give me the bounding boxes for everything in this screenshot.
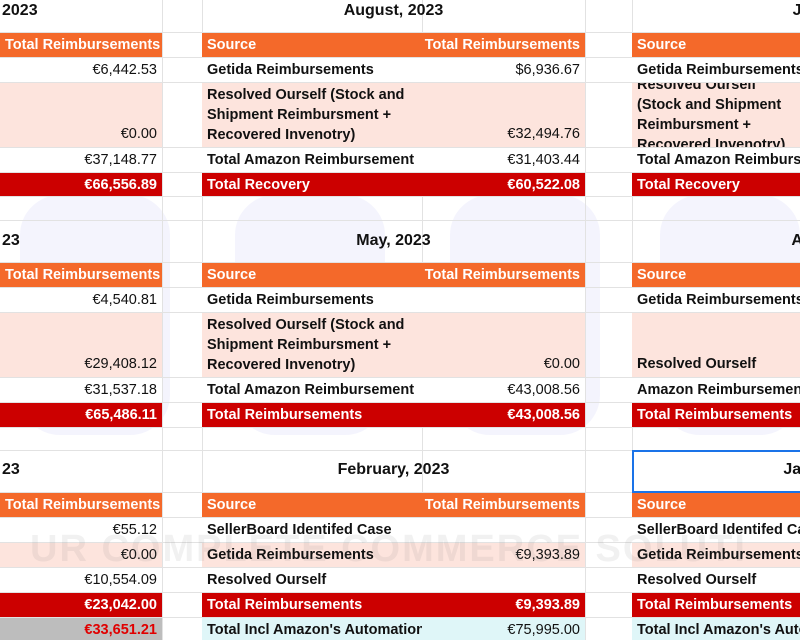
source-cell[interactable]: Amazon Reimbursement xyxy=(632,378,800,402)
source-column-header: Source xyxy=(202,33,422,57)
source-cell[interactable]: SellerBoard Identifed Case xyxy=(632,518,800,542)
source-cell[interactable]: Total Reimbursements xyxy=(632,593,800,617)
value-cell[interactable]: €23,042.00 xyxy=(0,593,162,617)
value-cell[interactable]: €75,995.00 xyxy=(422,618,585,640)
value-cell[interactable]: €9,393.89 xyxy=(422,593,585,617)
grid-line xyxy=(0,427,800,428)
grid-line xyxy=(0,617,800,618)
value-cell[interactable]: €37,148.77 xyxy=(0,148,162,172)
value-cell[interactable]: €43,008.56 xyxy=(422,378,585,402)
source-column-header: Source xyxy=(632,493,800,517)
source-cell[interactable]: Total Reimbursements xyxy=(632,403,800,427)
value-cell[interactable]: €10,554.09 xyxy=(0,568,162,592)
month-title: August, 2023 xyxy=(343,2,444,19)
grid-line xyxy=(0,377,800,378)
month-title: Janu xyxy=(783,461,800,478)
source-cell[interactable]: Total Amazon Reimbursement xyxy=(202,378,422,402)
value-cell[interactable]: €31,537.18 xyxy=(0,378,162,402)
grid-line xyxy=(0,567,800,568)
value-cell[interactable]: €31,403.44 xyxy=(422,148,585,172)
left-panel-title: 23 xyxy=(2,232,20,249)
value-cell[interactable]: €0.00 xyxy=(0,83,162,147)
source-cell[interactable]: Total Reimbursements xyxy=(202,403,422,427)
source-cell[interactable]: Getida Reimbursements xyxy=(202,543,422,567)
source-cell[interactable]: Total Incl Amazon's Automation xyxy=(632,618,800,640)
source-cell[interactable]: Resolved Ourself (Stock and Shipment Rei… xyxy=(202,313,422,377)
source-cell[interactable]: Total Reimbursements xyxy=(202,593,422,617)
grid-line xyxy=(0,312,800,313)
grid-line xyxy=(0,262,800,263)
value-cell[interactable]: €43,008.56 xyxy=(422,403,585,427)
column-header: Total Reimbursements xyxy=(0,493,162,517)
source-cell[interactable]: Getida Reimbursements xyxy=(632,543,800,567)
grid-line xyxy=(0,57,800,58)
value-cell[interactable]: €66,556.89 xyxy=(0,173,162,196)
selected-cell[interactable] xyxy=(632,450,800,493)
value-cell[interactable]: €32,494.76 xyxy=(422,83,585,147)
value-cell[interactable]: €4,540.81 xyxy=(0,288,162,312)
watermark-text: UR COMPLETE COMMERCE SOLUTI xyxy=(30,528,747,570)
grid-line xyxy=(0,517,800,518)
value-cell[interactable]: €0.00 xyxy=(0,543,162,567)
total-column-header: Total Reimbursements xyxy=(422,263,585,287)
grid-line xyxy=(0,172,800,173)
column-header: Total Reimbursements xyxy=(0,263,162,287)
value-cell[interactable]: €60,522.08 xyxy=(422,173,585,196)
grid-line xyxy=(0,196,800,197)
value-cell[interactable]: €9,393.89 xyxy=(422,543,585,567)
grid-line xyxy=(0,147,800,148)
value-cell[interactable]: $6,936.67 xyxy=(422,58,585,82)
month-title: Ju xyxy=(792,2,800,19)
source-cell[interactable]: SellerBoard Identifed Case xyxy=(202,518,422,542)
value-cell[interactable]: €0.00 xyxy=(422,313,585,377)
total-column-header: Total Reimbursements xyxy=(422,33,585,57)
value-cell[interactable] xyxy=(422,568,585,592)
source-cell[interactable]: Resolved Ourself xyxy=(632,313,800,377)
value-cell[interactable]: €29,408.12 xyxy=(0,313,162,377)
source-cell[interactable]: Getida Reimbursements xyxy=(202,58,422,82)
left-panel-title: 2023 xyxy=(2,2,38,19)
value-cell[interactable]: €65,486.11 xyxy=(0,403,162,427)
grid-line xyxy=(0,402,800,403)
month-title: Ap xyxy=(791,232,800,249)
grid-line xyxy=(0,32,800,33)
grid-line xyxy=(0,492,800,493)
source-cell[interactable]: Total Amazon Reimbursement xyxy=(632,148,800,172)
grid-line xyxy=(585,0,586,640)
value-cell[interactable]: €55.12 xyxy=(0,518,162,542)
source-cell[interactable]: Total Incl Amazon's Automation xyxy=(202,618,422,640)
source-column-header: Source xyxy=(202,493,422,517)
source-cell[interactable]: Getida Reimbursements xyxy=(202,288,422,312)
left-panel-title: 23 xyxy=(2,461,20,478)
grid-line xyxy=(0,542,800,543)
grid-line xyxy=(0,287,800,288)
value-cell[interactable]: €33,651.21 xyxy=(0,618,162,640)
source-cell[interactable]: Resolved Ourself xyxy=(202,568,422,592)
source-column-header: Source xyxy=(202,263,422,287)
month-title: May, 2023 xyxy=(356,232,431,249)
source-cell[interactable]: Total Recovery xyxy=(632,173,800,196)
source-cell[interactable]: Resolved Ourself (Stock and Shipment Rei… xyxy=(202,83,422,147)
grid-line xyxy=(0,450,800,451)
source-cell[interactable]: Resolved Ourself (Stock and Shipment Rei… xyxy=(632,83,800,147)
value-cell[interactable] xyxy=(422,518,585,542)
source-column-header: Source xyxy=(632,263,800,287)
grid-line xyxy=(0,220,800,221)
source-cell[interactable]: Resolved Ourself xyxy=(632,568,800,592)
month-title: February, 2023 xyxy=(337,461,450,478)
value-cell[interactable]: €6,442.53 xyxy=(0,58,162,82)
grid-line xyxy=(0,82,800,83)
total-column-header: Total Reimbursements xyxy=(422,493,585,517)
value-cell[interactable] xyxy=(422,288,585,312)
grid-line xyxy=(162,0,163,640)
column-header: Total Reimbursements xyxy=(0,33,162,57)
grid-line xyxy=(0,592,800,593)
source-cell[interactable]: Total Recovery xyxy=(202,173,422,196)
source-cell[interactable]: Getida Reimbursements xyxy=(632,58,800,82)
source-column-header: Source xyxy=(632,33,800,57)
source-cell[interactable]: Total Amazon Reimbursement xyxy=(202,148,422,172)
source-cell[interactable]: Getida Reimbursements xyxy=(632,288,800,312)
